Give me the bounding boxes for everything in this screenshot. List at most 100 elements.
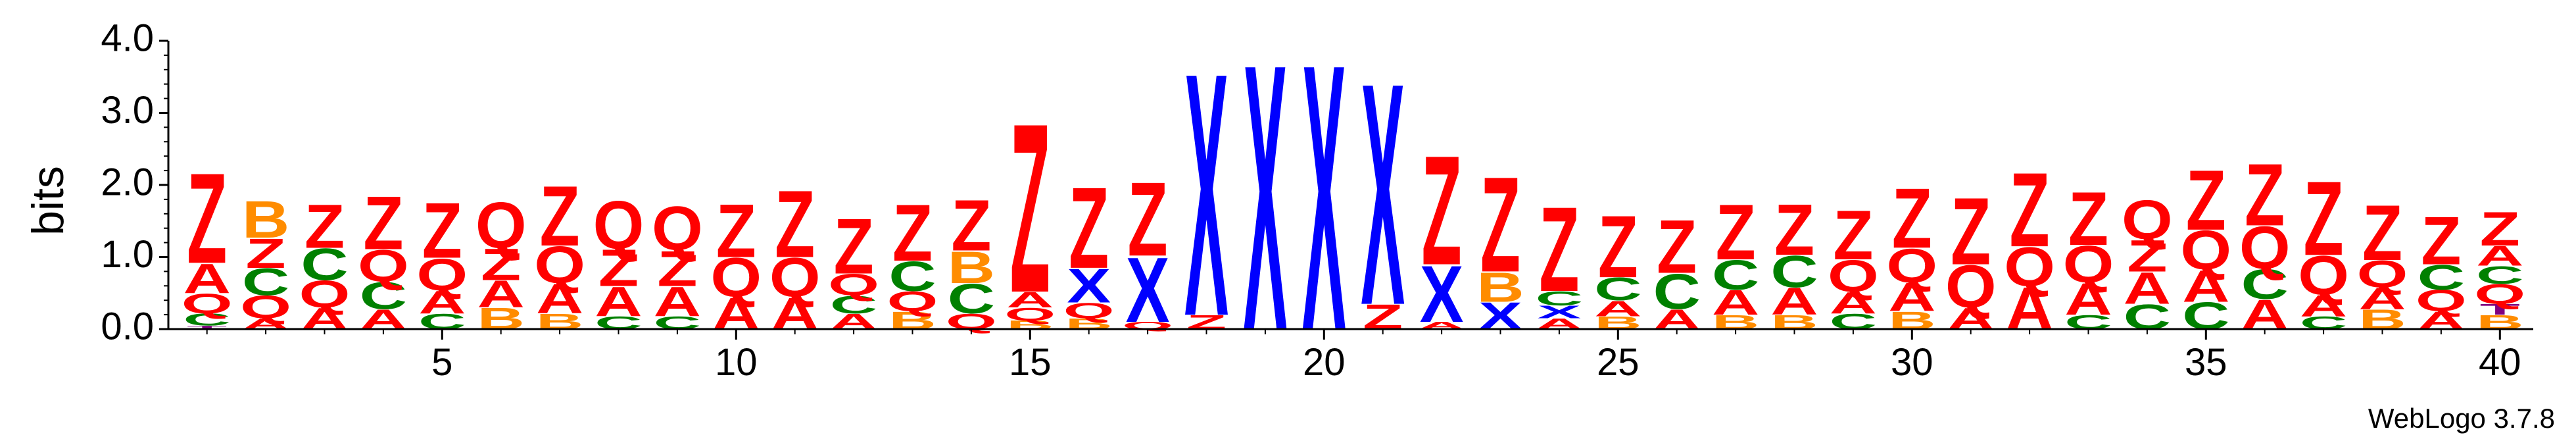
logo-letter-z: Z: [2362, 190, 2402, 277]
logo-letter-q: Q: [2004, 236, 2055, 298]
logo-letter-z: Z: [540, 168, 580, 264]
logo-letter-q: Q: [182, 288, 233, 319]
y-tick-label: 1.0: [101, 233, 154, 276]
logo-letter-a: A: [2358, 282, 2406, 316]
logo-letter-a: A: [183, 255, 231, 302]
logo-letter-q: Q: [2357, 253, 2408, 296]
logo-letter-z: Z: [2245, 146, 2285, 245]
logo-letter-z: Z: [2010, 151, 2050, 269]
logo-letter-q: Q: [2239, 215, 2291, 282]
logo-letter-c: C: [242, 261, 289, 304]
x-tick-label: 15: [1009, 341, 1052, 384]
logo-letter-a: A: [1594, 296, 1641, 321]
logo-letter-b: B: [1476, 263, 1524, 311]
logo-letter-x: X: [1126, 238, 1170, 342]
logo-letter-a: A: [2124, 263, 2171, 314]
y-tick-label: 0.0: [101, 305, 154, 348]
logo-letter-c: C: [1712, 251, 1759, 299]
logo-letter-a: A: [2064, 274, 2112, 324]
logo-letter-a: A: [418, 284, 466, 321]
logo-letter-a: A: [477, 273, 525, 316]
logo-letter-c: C: [1594, 271, 1641, 307]
logo-letter-q: Q: [769, 246, 821, 309]
logo-letter-z: Z: [2127, 231, 2167, 282]
logo-letter-x: X: [1420, 249, 1464, 339]
logo-letter-c: C: [948, 275, 995, 323]
logo-letter-c: C: [830, 291, 877, 319]
logo-letter-q: Q: [534, 236, 585, 295]
logo-letter-z: Z: [1716, 188, 1756, 276]
logo-letter-z: Z: [481, 240, 521, 290]
x-tick-label: 10: [715, 341, 758, 384]
logo-letter-c: C: [301, 240, 348, 290]
logo-letter-b: B: [242, 191, 289, 249]
logo-letter-c: C: [2241, 261, 2289, 308]
logo-letter-a: A: [2182, 261, 2229, 312]
logo-letter-z: Z: [2304, 160, 2344, 278]
logo-letter-a: A: [2300, 290, 2347, 323]
logo-letter-z: Z: [2480, 202, 2520, 256]
logo-letter-a: A: [536, 275, 583, 323]
logo-letter-z: Z: [775, 171, 815, 278]
logo-letter-q: Q: [2416, 284, 2467, 318]
logo-letter-q: Q: [1004, 304, 1056, 324]
logo-letter-z: Z: [951, 186, 991, 266]
logo-letter-x: X: [1302, 0, 1346, 410]
logo-letter-z: Z: [187, 146, 227, 290]
logo-letter-z: Z: [1598, 198, 1638, 297]
logo-letter-q: Q: [828, 269, 879, 302]
logo-letter-q: Q: [1945, 253, 1997, 321]
logo-letter-q: Q: [2122, 189, 2173, 251]
logo-letter-z: Z: [422, 187, 462, 274]
logo-letter-q: Q: [887, 286, 938, 317]
logo-letter-c: C: [888, 253, 936, 300]
logo-letter-x: X: [1538, 302, 1582, 323]
logo-letter-t: T: [2480, 301, 2520, 319]
logo-letter-z: Z: [834, 203, 874, 290]
logo-letter-x: X: [1244, 0, 1288, 410]
logo-letter-z: Z: [1539, 182, 1579, 317]
logo-letter-z: Z: [1480, 149, 1520, 301]
logo-letter-z: Z: [1774, 190, 1814, 271]
logo-letter-a: A: [595, 278, 642, 325]
logo-letter-c: C: [2476, 261, 2523, 290]
x-tick-label: 35: [2185, 341, 2227, 384]
logo-letter-z: Z: [1657, 205, 1697, 289]
logo-letter-z: Z: [892, 188, 933, 278]
logo-letter-q: Q: [299, 273, 351, 316]
logo-letter-q: Q: [2298, 244, 2349, 307]
logo-letter-z: Z: [363, 181, 403, 265]
logo-letter-z: Z: [2421, 203, 2461, 279]
logo-letter-z: Z: [2186, 152, 2226, 248]
logo-letter-q: Q: [2474, 278, 2525, 310]
x-tick-label: 25: [1597, 341, 1640, 384]
logo-letter-q: Q: [416, 249, 468, 300]
logo-letter-z: Z: [598, 239, 639, 297]
logo-letter-a: A: [1888, 274, 1935, 320]
logo-letter-q: Q: [1828, 251, 1879, 301]
logo-letter-q: Q: [593, 187, 644, 263]
logo-letter-a: A: [1830, 286, 1877, 320]
logo-letter-z: Z: [1128, 161, 1168, 278]
logo-letter-z: Z: [2068, 176, 2108, 261]
logo-letter-x: X: [1067, 259, 1111, 313]
logo-letter-a: A: [2476, 240, 2523, 272]
logo-letter-a: A: [1712, 282, 1759, 322]
logo-letter-q: Q: [240, 289, 291, 325]
logo-letter-z: Z: [246, 230, 286, 277]
logo-letter-c: C: [1653, 263, 1701, 320]
logo-letter-z: Z: [1833, 195, 1873, 274]
logo-letter-c: C: [1536, 287, 1583, 309]
logo-letter-b: B: [948, 242, 995, 293]
y-tick-label: 2.0: [101, 161, 154, 203]
logo-letter-z: Z: [304, 192, 345, 261]
logo-letter-q: Q: [710, 246, 762, 309]
logo-letter-a: A: [654, 278, 701, 325]
logo-letter-t: T: [187, 324, 227, 330]
logo-letter-a: A: [1006, 287, 1054, 312]
logo-letter-x: X: [1184, 1, 1228, 389]
logo-letter-q: Q: [2180, 219, 2231, 282]
x-tick-label: 30: [1891, 341, 1933, 384]
y-tick-label: 4.0: [101, 16, 154, 59]
